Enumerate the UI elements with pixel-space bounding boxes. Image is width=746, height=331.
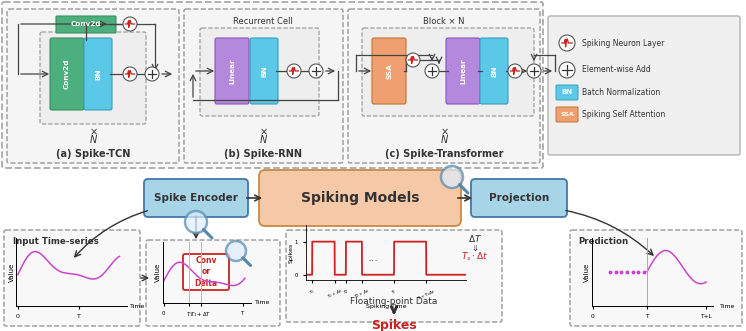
Text: Element-wise Add: Element-wise Add [582, 66, 651, 74]
Text: SSA: SSA [560, 112, 574, 117]
Text: ...: ... [368, 253, 379, 263]
X-axis label: Spiking Time: Spiking Time [366, 304, 407, 309]
Text: BN: BN [562, 89, 573, 96]
Text: N: N [440, 135, 448, 145]
FancyBboxPatch shape [480, 38, 508, 104]
Text: $T_s\cdot\Delta t$: $T_s\cdot\Delta t$ [461, 251, 489, 263]
Text: Spiking Self Attention: Spiking Self Attention [582, 110, 665, 119]
Text: BN: BN [95, 68, 101, 80]
Circle shape [559, 62, 575, 78]
Y-axis label: Value: Value [584, 262, 590, 282]
FancyBboxPatch shape [471, 179, 567, 217]
Text: Time: Time [720, 304, 736, 309]
FancyBboxPatch shape [259, 170, 461, 226]
Text: Linear: Linear [229, 58, 235, 84]
Y-axis label: Value: Value [9, 262, 15, 282]
FancyBboxPatch shape [362, 28, 534, 116]
FancyBboxPatch shape [7, 9, 179, 163]
Circle shape [226, 241, 246, 261]
Text: Time: Time [130, 304, 145, 309]
Text: $\Downarrow$: $\Downarrow$ [471, 244, 480, 253]
Text: N: N [260, 135, 266, 145]
FancyBboxPatch shape [4, 230, 140, 326]
FancyBboxPatch shape [183, 254, 229, 290]
Text: Spikes: Spikes [371, 318, 417, 331]
Circle shape [406, 53, 420, 67]
FancyBboxPatch shape [184, 9, 343, 163]
Text: (c) Spike-Transformer: (c) Spike-Transformer [385, 149, 504, 159]
Text: Block × N: Block × N [423, 17, 465, 25]
Circle shape [441, 166, 463, 188]
FancyBboxPatch shape [40, 32, 146, 124]
Text: Conv
or
Delta: Conv or Delta [195, 257, 218, 288]
FancyBboxPatch shape [556, 85, 578, 100]
Text: SSA: SSA [386, 63, 392, 79]
Y-axis label: Spikes: Spikes [289, 242, 293, 262]
Circle shape [123, 67, 137, 81]
FancyBboxPatch shape [2, 2, 543, 168]
Text: Spiking Models: Spiking Models [301, 191, 419, 205]
FancyBboxPatch shape [446, 38, 480, 104]
FancyBboxPatch shape [146, 240, 280, 326]
Text: (a) Spike-TCN: (a) Spike-TCN [56, 149, 131, 159]
Text: Recurrent Cell: Recurrent Cell [233, 17, 293, 25]
Text: Spiking Neuron Layer: Spiking Neuron Layer [582, 38, 665, 48]
FancyBboxPatch shape [286, 230, 502, 322]
Text: Time: Time [255, 300, 271, 306]
Text: Spike Encoder: Spike Encoder [154, 193, 238, 203]
FancyBboxPatch shape [200, 28, 319, 116]
Text: Linear: Linear [460, 58, 466, 84]
Circle shape [287, 64, 301, 78]
Circle shape [185, 211, 207, 233]
FancyBboxPatch shape [548, 16, 740, 155]
FancyBboxPatch shape [250, 38, 278, 104]
Y-axis label: Value: Value [155, 262, 161, 282]
FancyBboxPatch shape [570, 230, 742, 326]
Text: Conv2d: Conv2d [71, 22, 101, 27]
Text: $\times$: $\times$ [259, 127, 267, 137]
FancyBboxPatch shape [144, 179, 248, 217]
Text: (b) Spike-RNN: (b) Spike-RNN [224, 149, 302, 159]
FancyBboxPatch shape [84, 38, 112, 110]
Text: Batch Normalization: Batch Normalization [582, 88, 660, 97]
Circle shape [508, 64, 522, 78]
FancyBboxPatch shape [56, 16, 116, 33]
Text: Prediction: Prediction [578, 237, 628, 246]
Text: $\times$: $\times$ [89, 127, 98, 137]
Circle shape [309, 64, 323, 78]
FancyBboxPatch shape [372, 38, 406, 104]
FancyBboxPatch shape [348, 9, 540, 163]
Text: $\times$: $\times$ [439, 127, 448, 137]
Circle shape [425, 64, 439, 78]
Text: N: N [90, 135, 97, 145]
Text: Floating-point Data: Floating-point Data [351, 298, 438, 307]
FancyBboxPatch shape [556, 107, 578, 122]
Text: BN: BN [261, 65, 267, 77]
Circle shape [527, 64, 541, 78]
Text: Projection: Projection [489, 193, 549, 203]
Text: BN: BN [491, 65, 497, 77]
Circle shape [145, 67, 159, 81]
Text: $\Delta T$: $\Delta T$ [468, 232, 482, 244]
Circle shape [559, 35, 575, 51]
FancyBboxPatch shape [215, 38, 249, 104]
Text: Input Time-series: Input Time-series [13, 237, 98, 246]
Circle shape [123, 17, 137, 31]
FancyBboxPatch shape [50, 38, 84, 110]
Text: Conv2d: Conv2d [64, 59, 70, 89]
